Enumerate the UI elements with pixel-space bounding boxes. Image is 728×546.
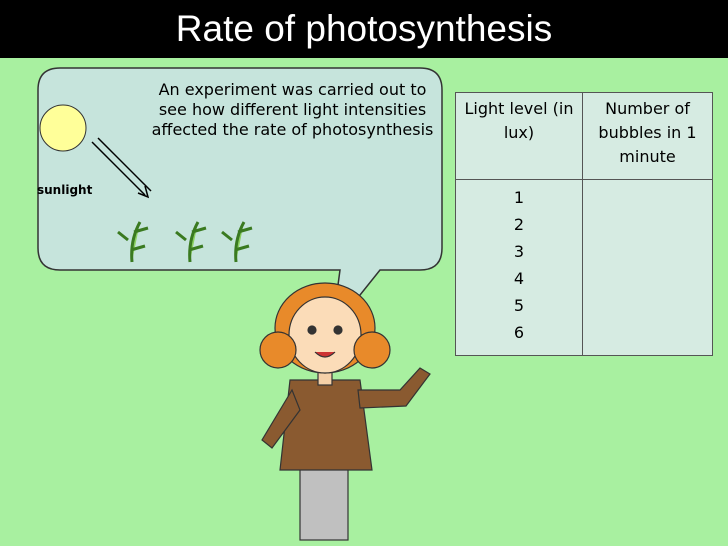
sunlight-arrows [91, 137, 152, 199]
body-row: 1 2 3 4 5 6 [455, 179, 713, 356]
light-level-cell: 1 2 3 4 5 6 [455, 179, 583, 356]
header-row: Light level (in lux) Number of bubbles i… [455, 92, 713, 180]
bubble-count-cell [582, 179, 713, 356]
header-cell: Number of bubbles in 1 minute [582, 92, 713, 180]
bubble-text: An experiment was carried out to see how… [151, 80, 434, 139]
slide-title: Rate of photosynthesis [0, 0, 728, 58]
light-level: 6 [513, 323, 525, 342]
sun [39, 104, 87, 152]
light-level: 1 [513, 188, 525, 207]
light-level: 4 [513, 269, 525, 288]
light-level: 3 [513, 242, 525, 261]
light-level: 5 [513, 296, 525, 315]
sun-label: sunlight [37, 183, 93, 197]
teacher-figure [259, 282, 431, 541]
header-cell: Light level (in lux) [455, 92, 583, 180]
light-level: 2 [513, 215, 525, 234]
plants [117, 221, 253, 263]
results-table: Light level (in lux) Number of bubbles i… [455, 92, 713, 356]
